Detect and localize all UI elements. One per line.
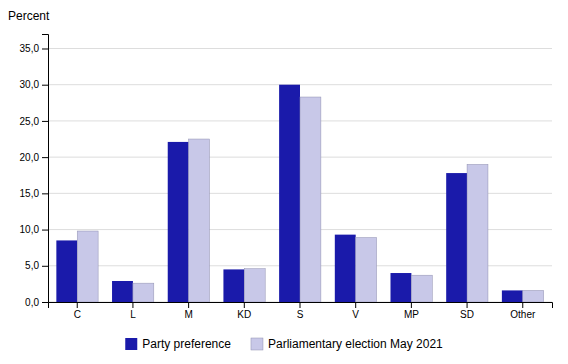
tick-mark <box>42 230 48 231</box>
tick: C <box>74 302 81 320</box>
tick: KD <box>237 302 251 320</box>
tick-label: 25,0 <box>20 116 40 127</box>
tick: 35,0 <box>20 43 48 54</box>
legend-swatch <box>125 338 137 350</box>
series <box>56 85 522 302</box>
tick: 25,0 <box>20 116 48 127</box>
tick-label: S <box>297 309 304 320</box>
tick-label: 35,0 <box>20 43 40 54</box>
tick: 5,0 <box>25 260 48 271</box>
chart: 0,0 5,0 10,0 15,0 20,0 25,0 30,0 35,0 C L M KD S V MP S… <box>0 0 568 364</box>
tick-mark <box>411 302 412 308</box>
tick-mark <box>42 48 48 49</box>
tick-mark <box>42 193 48 194</box>
tick-label: C <box>74 309 81 320</box>
bar <box>523 290 544 302</box>
x-axis: C L M KD S V MP SD Other <box>49 302 553 320</box>
tick-mark <box>77 302 78 308</box>
tick-label: MP <box>404 309 419 320</box>
series <box>77 97 543 302</box>
bars <box>56 85 543 302</box>
bar <box>168 142 189 302</box>
legend: Party preference Parliamentary election M… <box>125 337 443 351</box>
bar <box>467 164 488 302</box>
bar <box>77 231 98 302</box>
tick-label: 20,0 <box>20 152 40 163</box>
bar <box>56 240 77 302</box>
bar <box>446 173 467 302</box>
bar <box>133 283 154 302</box>
axis-title: Percent <box>8 9 50 23</box>
tick-mark <box>42 302 48 303</box>
tick-label: 0,0 <box>25 297 39 308</box>
plot: 0,0 5,0 10,0 15,0 20,0 25,0 30,0 35,0 C L M KD S V MP S… <box>20 35 553 321</box>
legend-item: Parliamentary election May 2021 <box>251 337 443 351</box>
tick-mark <box>467 302 468 308</box>
tick: 20,0 <box>20 152 48 163</box>
tick-label: 10,0 <box>20 224 40 235</box>
tick-label: V <box>352 309 359 320</box>
bar <box>279 85 300 302</box>
tick-label: SD <box>460 309 474 320</box>
bar <box>335 235 356 302</box>
tick-mark <box>42 157 48 158</box>
tick-mark <box>132 302 133 308</box>
tick: S <box>297 302 304 320</box>
tick-mark <box>42 85 48 86</box>
tick-mark <box>188 302 189 308</box>
bar <box>112 281 133 302</box>
tick: L <box>130 302 136 320</box>
tick: V <box>352 302 359 320</box>
tick: Other <box>510 302 536 320</box>
tick-label: 5,0 <box>25 260 39 271</box>
tick-mark <box>355 302 356 308</box>
bar <box>189 139 210 302</box>
grid <box>48 48 552 302</box>
tick-label: L <box>130 309 136 320</box>
grid-line <box>48 48 552 49</box>
bar <box>300 97 321 302</box>
tick: SD <box>460 302 474 320</box>
tick-label: Other <box>510 309 536 320</box>
legend-swatch <box>251 338 263 350</box>
tick-label: KD <box>237 309 251 320</box>
axis-line <box>42 35 49 303</box>
tick-mark <box>300 302 301 308</box>
tick: 30,0 <box>20 79 48 90</box>
bar <box>502 290 523 302</box>
tick: 10,0 <box>20 224 48 235</box>
tick-mark <box>522 302 523 308</box>
tick: 15,0 <box>20 188 48 199</box>
y-axis: 0,0 5,0 10,0 15,0 20,0 25,0 30,0 35,0 <box>20 35 49 308</box>
axis-line <box>49 303 553 309</box>
tick-label: 15,0 <box>20 188 40 199</box>
tick: M <box>184 302 192 320</box>
tick-label: M <box>184 309 192 320</box>
bar <box>390 273 411 302</box>
legend-label: Party preference <box>142 337 231 351</box>
bar <box>244 269 265 302</box>
bar <box>223 269 244 302</box>
tick: MP <box>404 302 419 320</box>
legend-label: Parliamentary election May 2021 <box>268 337 443 351</box>
tick-mark <box>244 302 245 308</box>
tick: 0,0 <box>25 297 48 308</box>
legend-item: Party preference <box>125 337 231 351</box>
bar <box>411 275 432 302</box>
bar <box>356 238 377 302</box>
tick-label: 30,0 <box>20 79 40 90</box>
tick-mark <box>42 266 48 267</box>
tick-mark <box>42 121 48 122</box>
